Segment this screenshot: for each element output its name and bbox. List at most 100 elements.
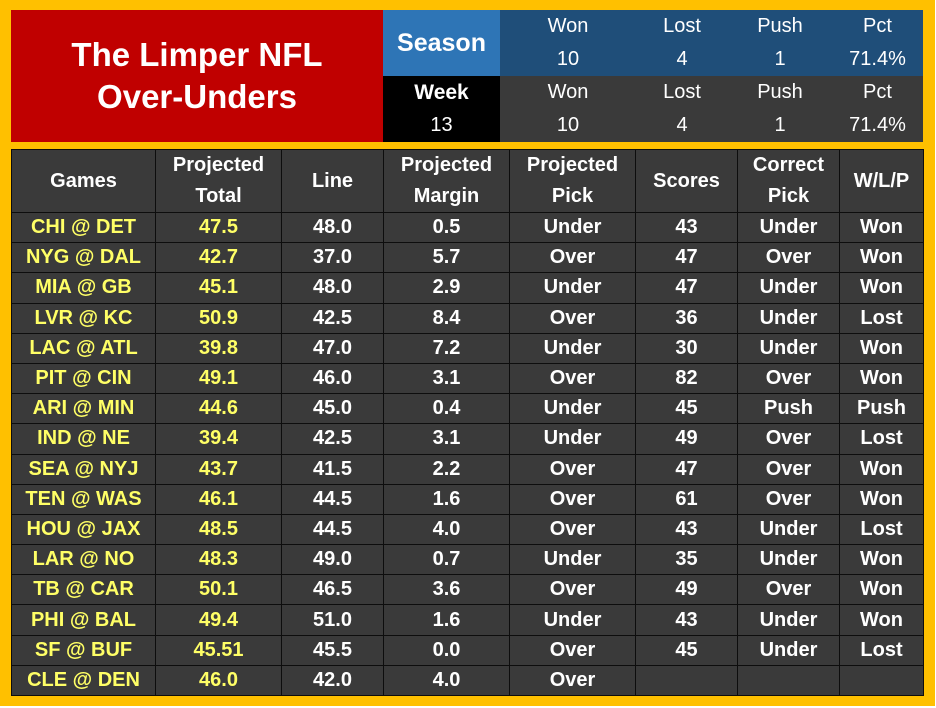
cell-correct-pick: Under [737,604,840,636]
season-won-label: Won [547,15,589,37]
cell-projected-total: 47.5 [155,211,282,244]
cell-projected-pick: Under [509,544,636,576]
table-row: SEA @ NYJ 43.7 41.5 2.2 Over 47 Over Won [11,453,924,485]
cell-wlp: Push [839,393,924,425]
season-won: Won 10 [500,10,636,76]
cell-scores: 47 [635,242,738,274]
cell-line: 47.0 [281,332,384,364]
season-label: Season [383,10,500,76]
week-stats: Won 10 Lost 4 Push 1 Pct 71.4% [500,76,923,142]
cell-projected-pick: Over [509,242,636,274]
cell-projected-pick: Under [509,393,636,425]
cell-projected-pick: Over [509,453,636,485]
week-lost-value: 4 [676,114,688,136]
table-row: LAC @ ATL 39.8 47.0 7.2 Under 30 Under Won [11,332,924,364]
header-projected-pick-line1: Projected [526,154,619,176]
cell-wlp: Lost [839,634,924,666]
header-projected-margin-line2: Margin [413,185,480,207]
cell-games: LAC @ ATL [11,332,156,364]
cell-correct-pick: Over [737,483,840,515]
header-projected-total-line2: Total [195,185,242,207]
cell-projected-margin: 0.0 [383,634,510,666]
cell-line: 46.0 [281,362,384,395]
table-row: TB @ CAR 50.1 46.5 3.6 Over 49 Over Won [11,574,924,606]
table-row: IND @ NE 39.4 42.5 3.1 Under 49 Over Lost [11,423,924,455]
table-row: LAR @ NO 48.3 49.0 0.7 Under 35 Under Won [11,544,924,576]
cell-games: CHI @ DET [11,211,156,244]
header-scores: Scores [635,149,738,213]
cell-line: 51.0 [281,604,384,636]
header-scores-line1: Scores [653,169,720,192]
cell-projected-total: 39.4 [155,423,282,455]
cell-correct-pick: Under [737,272,840,304]
table-row: ARI @ MIN 44.6 45.0 0.4 Under 45 Push Push [11,393,924,425]
week-pct-label: Pct [863,81,892,103]
cell-projected-margin: 7.2 [383,332,510,364]
table-row: NYG @ DAL 42.7 37.0 5.7 Over 47 Over Won [11,242,924,274]
cell-line: 46.5 [281,574,384,606]
cell-games: HOU @ JAX [11,513,156,546]
cell-scores: 43 [635,513,738,546]
cell-correct-pick: Under [737,211,840,244]
season-pct: Pct 71.4% [832,10,923,76]
cell-games: TEN @ WAS [11,483,156,515]
cell-projected-total: 48.3 [155,544,282,576]
games-table-container: Games Projected Total Line Projected Margin Pr… [11,149,924,697]
cell-games: LVR @ KC [11,302,156,334]
cell-correct-pick: Under [737,332,840,364]
header-line-line1: Line [311,169,354,192]
cell-games: MIA @ GB [11,272,156,304]
cell-projected-pick: Over [509,513,636,546]
season-pct-value: 71.4% [849,48,906,70]
cell-projected-total: 39.8 [155,332,282,364]
cell-projected-total: 45.1 [155,272,282,304]
cell-projected-pick: Under [509,332,636,364]
cell-line: 42.0 [281,664,384,697]
cell-wlp: Lost [839,302,924,334]
cell-correct-pick: Under [737,513,840,546]
cell-wlp: Won [839,362,924,395]
table-row: LVR @ KC 50.9 42.5 8.4 Over 36 Under Lost [11,302,924,334]
cell-projected-pick: Under [509,272,636,304]
cell-projected-margin: 3.1 [383,423,510,455]
cell-projected-pick: Over [509,302,636,334]
week-pct: Pct 71.4% [832,76,923,142]
cell-projected-total: 42.7 [155,242,282,274]
table-row: TEN @ WAS 46.1 44.5 1.6 Over 61 Over Won [11,483,924,515]
cell-projected-total: 44.6 [155,393,282,425]
cell-correct-pick: Push [737,393,840,425]
cell-projected-margin: 5.7 [383,242,510,274]
header-correct-pick: Correct Pick [737,149,840,213]
table-row: SF @ BUF 45.51 45.5 0.0 Over 45 Under Lost [11,634,924,666]
cell-correct-pick: Over [737,423,840,455]
cell-correct-pick: Over [737,453,840,485]
cell-line: 48.0 [281,272,384,304]
header-projected-total: Projected Total [155,149,282,213]
season-push-label: Push [757,15,803,37]
header-correct-pick-line1: Correct [752,154,825,176]
table-row: MIA @ GB 45.1 48.0 2.9 Under 47 Under Won [11,272,924,304]
cell-scores: 49 [635,423,738,455]
header-wlp: W/L/P [839,149,924,213]
cell-wlp: Lost [839,513,924,546]
cell-projected-pick: Over [509,483,636,515]
cell-scores: 47 [635,272,738,304]
cell-games: TB @ CAR [11,574,156,606]
cell-projected-margin: 3.1 [383,362,510,395]
season-pct-label: Pct [863,15,892,37]
cell-projected-total: 50.9 [155,302,282,334]
season-lost-value: 4 [676,48,688,70]
header-projected-total-line1: Projected [172,154,265,176]
header-projected-margin: Projected Margin [383,149,510,213]
cell-line: 42.5 [281,423,384,455]
week-won-value: 10 [556,114,580,136]
cell-projected-margin: 3.6 [383,574,510,606]
cell-scores: 43 [635,211,738,244]
cell-projected-pick: Over [509,362,636,395]
season-push: Push 1 [728,10,832,76]
cell-line: 45.5 [281,634,384,666]
cell-scores: 82 [635,362,738,395]
page-title: The Limper NFL Over-Unders [11,10,383,142]
table-row: HOU @ JAX 48.5 44.5 4.0 Over 43 Under Lost [11,513,924,546]
